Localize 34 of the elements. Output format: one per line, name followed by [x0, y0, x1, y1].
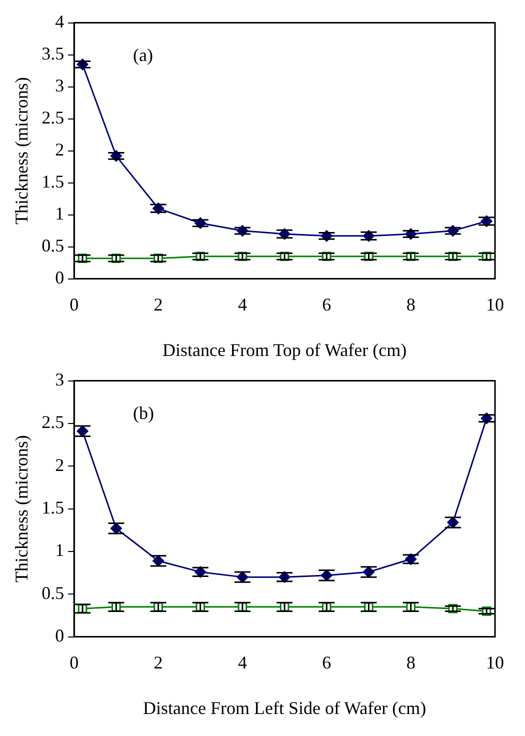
- x-tick-label: 4: [238, 652, 247, 672]
- x-tick-label: 6: [322, 652, 332, 672]
- x-tick-label: 8: [406, 652, 416, 672]
- y-tick-label: 2: [55, 140, 64, 160]
- y-tick-label: 0.5: [42, 236, 64, 256]
- x-axis-title: Distance From Top of Wafer (cm): [162, 340, 407, 360]
- y-tick-label: 3.5: [42, 44, 64, 64]
- y-tick-label: 1: [55, 204, 64, 224]
- y-tick-label: 2: [55, 454, 64, 475]
- x-tick-label: 4: [238, 294, 247, 314]
- x-tick-label: 0: [70, 652, 79, 672]
- y-axis-title: Thickness (microns): [12, 77, 32, 225]
- y-tick-label: 0: [55, 268, 64, 288]
- x-tick-label: 2: [154, 652, 163, 672]
- x-tick-label: 0: [70, 294, 79, 314]
- y-tick-label: 3: [55, 76, 64, 96]
- y-tick-label: 4: [55, 12, 64, 32]
- y-tick-label: 0.5: [42, 582, 64, 603]
- y-tick-label: 2.5: [42, 108, 64, 128]
- y-tick-label: 3: [55, 370, 64, 390]
- x-tick-label: 10: [486, 294, 504, 314]
- y-tick-label: 2.5: [42, 412, 64, 432]
- y-axis-title: Thickness (microns): [12, 435, 32, 583]
- y-tick-label: 0: [55, 626, 64, 646]
- x-tick-label: 6: [322, 294, 332, 314]
- annotation: (b): [133, 402, 154, 423]
- x-axis-title: Distance From Left Side of Wafer (cm): [142, 698, 426, 718]
- x-tick-label: 8: [406, 294, 416, 314]
- x-tick-label: 2: [154, 294, 163, 314]
- y-tick-label: 1.5: [42, 172, 64, 192]
- x-tick-label: 10: [486, 652, 504, 672]
- y-tick-label: 1.5: [42, 498, 64, 518]
- annotation: (a): [133, 44, 154, 65]
- y-tick-label: 1: [55, 540, 64, 560]
